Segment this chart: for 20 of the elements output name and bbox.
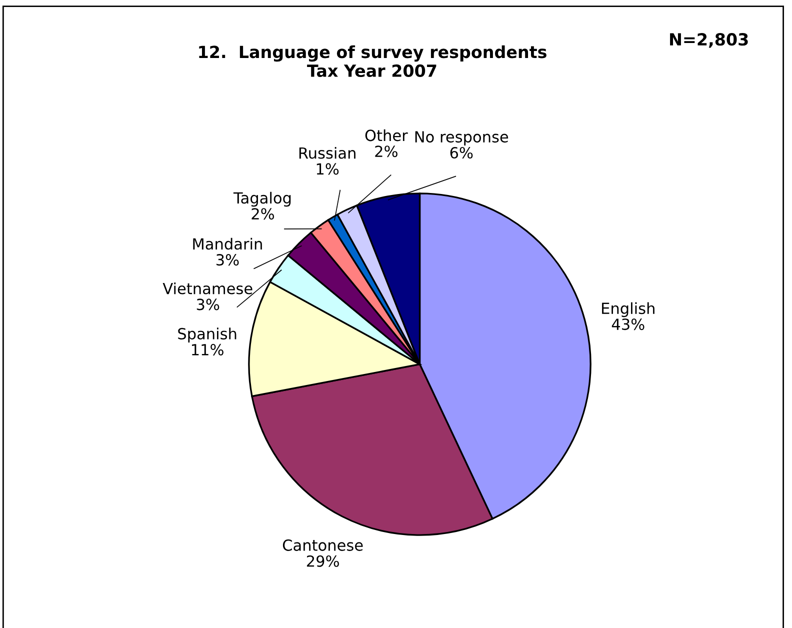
data-label: 43%	[612, 318, 644, 330]
text: N=2,803	[670, 33, 748, 48]
data-label: 11%	[192, 344, 224, 356]
slice-label: Vietnamese	[162, 282, 252, 294]
slice-label: No response	[415, 131, 508, 146]
data-label: 6%	[450, 146, 473, 159]
slice-label: Spanish	[178, 328, 236, 342]
data-label: 3%	[196, 298, 220, 310]
data-label: 2%	[375, 146, 398, 158]
data-label: 1%	[316, 163, 339, 175]
slice-label: Russian	[299, 146, 356, 159]
slice-label: Tagalog	[233, 192, 291, 207]
data-label: 3%	[216, 254, 239, 266]
data-label: 2%	[252, 208, 274, 220]
slice-label: Mandarin	[193, 238, 262, 250]
slice-label: Cantonese	[282, 539, 363, 551]
slice-label: Other	[365, 129, 408, 142]
chart-title: 12. Language of survey respondents Tax Year 2007	[199, 45, 546, 78]
data-label: 29%	[306, 555, 339, 567]
slice-label: English	[602, 302, 654, 318]
